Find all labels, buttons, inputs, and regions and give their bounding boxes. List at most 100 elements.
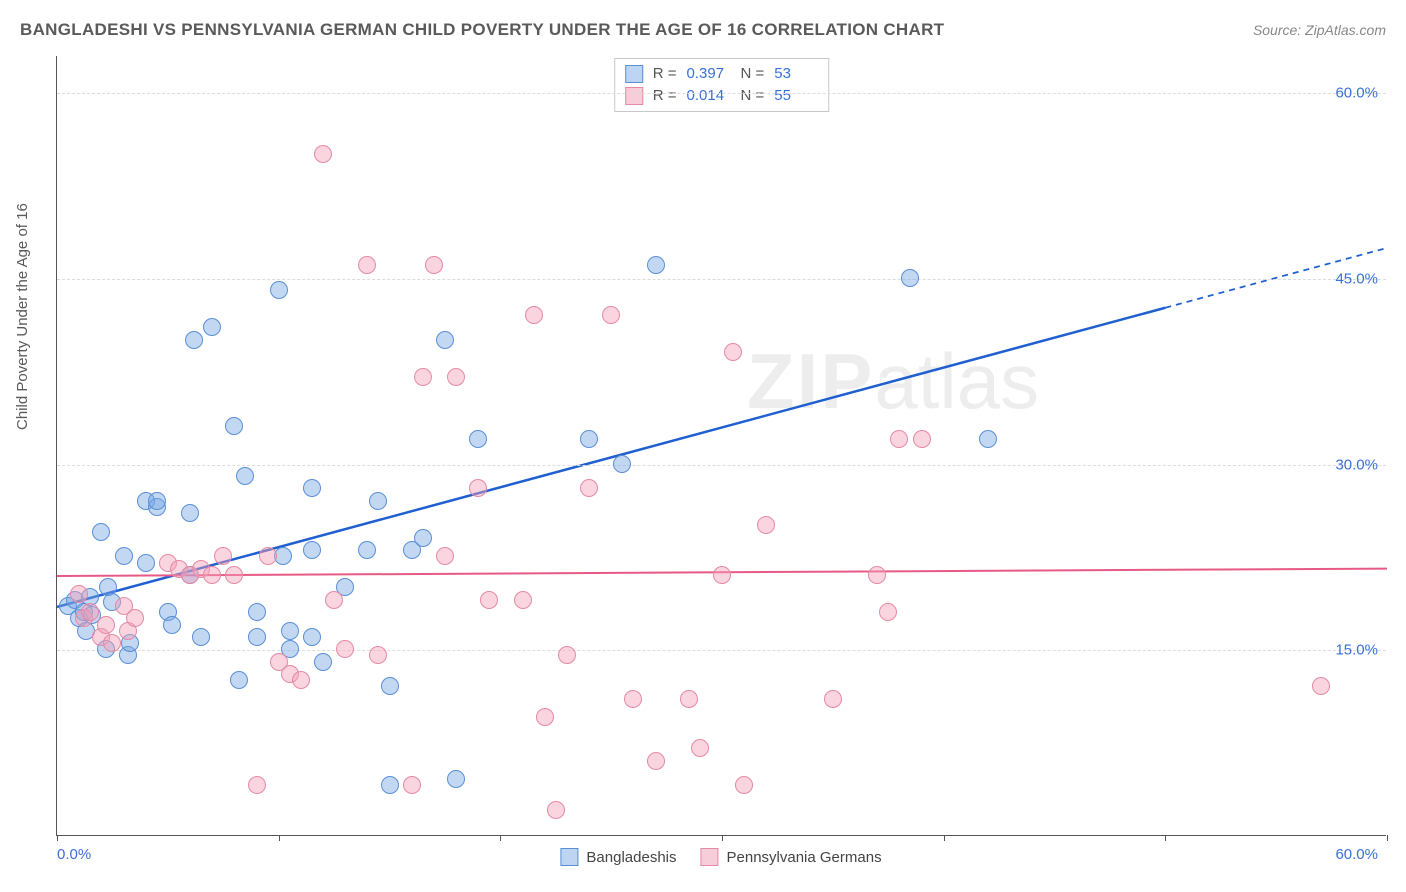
x-tick-mark [1387,835,1388,841]
data-point [536,708,554,726]
data-point [724,343,742,361]
data-point [1312,677,1330,695]
stat-n-label: N = [741,85,765,107]
legend: Bangladeshis Pennsylvania Germans [560,848,881,866]
data-point [879,603,897,621]
x-tick-mark [279,835,280,841]
data-point [890,430,908,448]
data-point [358,541,376,559]
y-axis-label: Child Poverty Under the Age of 16 [14,203,31,430]
data-point [602,306,620,324]
data-point [381,776,399,794]
chart-title: BANGLADESHI VS PENNSYLVANIA GERMAN CHILD… [20,20,944,40]
gridline-h [57,650,1386,651]
data-point [414,368,432,386]
gridline-h [57,93,1386,94]
stat-n-1: 55 [774,85,818,107]
y-tick-label: 45.0% [1335,270,1378,287]
data-point [248,776,266,794]
data-point [314,145,332,163]
data-point [558,646,576,664]
data-point [414,529,432,547]
legend-label-1: Pennsylvania Germans [727,849,882,866]
data-point [580,430,598,448]
data-point [248,603,266,621]
data-point [70,585,88,603]
plot-region: ZIPatlas R = 0.397 N = 53 R = 0.014 N = … [56,56,1386,836]
legend-label-0: Bangladeshis [586,849,676,866]
data-point [381,677,399,695]
data-point [547,801,565,819]
x-tick-max: 60.0% [1335,846,1378,863]
data-point [103,634,121,652]
stats-row-0: R = 0.397 N = 53 [625,63,819,85]
trend-lines [57,56,1387,836]
data-point [979,430,997,448]
x-tick-mark [500,835,501,841]
swatch-series-1 [625,87,643,105]
data-point [225,417,243,435]
data-point [913,430,931,448]
legend-swatch-1 [701,848,719,866]
data-point [99,578,117,596]
data-point [580,479,598,497]
data-point [613,455,631,473]
data-point [225,566,243,584]
data-point [436,547,454,565]
data-point [369,646,387,664]
data-point [403,776,421,794]
data-point [185,331,203,349]
data-point [303,479,321,497]
x-tick-mark [944,835,945,841]
data-point [824,690,842,708]
data-point [757,516,775,534]
data-point [126,609,144,627]
data-point [480,591,498,609]
stat-n-label: N = [741,63,765,85]
data-point [624,690,642,708]
chart-area: ZIPatlas R = 0.397 N = 53 R = 0.014 N = … [56,56,1386,836]
data-point [270,281,288,299]
stat-r-0: 0.397 [687,63,731,85]
data-point [469,479,487,497]
y-tick-label: 60.0% [1335,85,1378,102]
data-point [181,504,199,522]
y-tick-label: 30.0% [1335,456,1378,473]
legend-item-0: Bangladeshis [560,848,676,866]
watermark-bold: ZIP [747,337,874,425]
data-point [292,671,310,689]
data-point [647,256,665,274]
data-point [115,547,133,565]
data-point [314,653,332,671]
data-point [901,269,919,287]
data-point [369,492,387,510]
swatch-series-0 [625,65,643,83]
gridline-h [57,279,1386,280]
data-point [469,430,487,448]
data-point [447,368,465,386]
data-point [97,616,115,634]
data-point [680,690,698,708]
data-point [303,541,321,559]
data-point [647,752,665,770]
data-point [713,566,731,584]
data-point [163,616,181,634]
data-point [436,331,454,349]
data-point [203,566,221,584]
data-point [248,628,266,646]
data-point [525,306,543,324]
data-point [192,628,210,646]
data-point [214,547,232,565]
data-point [514,591,532,609]
legend-swatch-0 [560,848,578,866]
data-point [325,591,343,609]
data-point [137,554,155,572]
data-point [358,256,376,274]
data-point [92,523,110,541]
watermark: ZIPatlas [747,336,1039,427]
x-tick-mark [1165,835,1166,841]
stat-n-0: 53 [774,63,818,85]
stats-box: R = 0.397 N = 53 R = 0.014 N = 55 [614,58,830,112]
gridline-h [57,465,1386,466]
stat-r-1: 0.014 [687,85,731,107]
